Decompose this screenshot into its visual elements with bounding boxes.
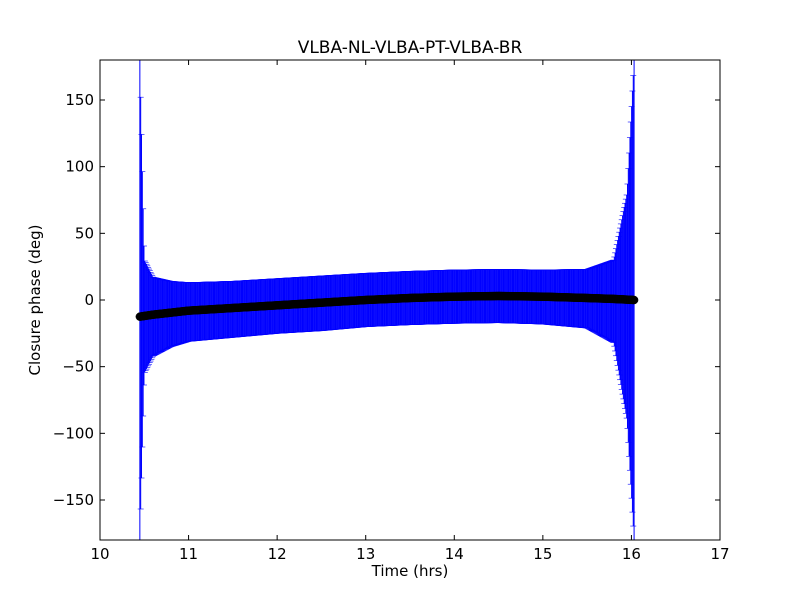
chart-title: VLBA-NL-VLBA-PT-VLBA-BR bbox=[298, 38, 523, 58]
plot-frame bbox=[99, 59, 721, 541]
data-layer bbox=[135, 60, 639, 540]
axis-layer: 10 11 12 13 14 15 16 17 −150 −100 −50 0 50 100 150 bbox=[53, 60, 730, 563]
x-tick-label: 13 bbox=[356, 545, 375, 563]
x-tick-label: 10 bbox=[90, 545, 109, 563]
y-tick-label: 50 bbox=[75, 224, 94, 242]
x-axis-label: Time (hrs) bbox=[371, 562, 449, 580]
y-tick-label: −150 bbox=[53, 491, 94, 509]
x-tick-label: 15 bbox=[533, 545, 552, 563]
x-tick-label: 11 bbox=[179, 545, 198, 563]
y-tick-label: 150 bbox=[65, 91, 94, 109]
y-tick-label: −50 bbox=[62, 358, 94, 376]
x-tick-label: 12 bbox=[268, 545, 287, 563]
y-tick-label: 100 bbox=[65, 158, 94, 176]
data-point bbox=[629, 295, 639, 305]
y-axis-label: Closure phase (deg) bbox=[26, 225, 44, 376]
x-tick-label: 17 bbox=[710, 545, 729, 563]
y-tick-label: −100 bbox=[53, 424, 94, 442]
x-tick-label: 16 bbox=[622, 545, 641, 563]
y-tick-label: 0 bbox=[84, 291, 94, 309]
x-tick-label: 14 bbox=[445, 545, 464, 563]
